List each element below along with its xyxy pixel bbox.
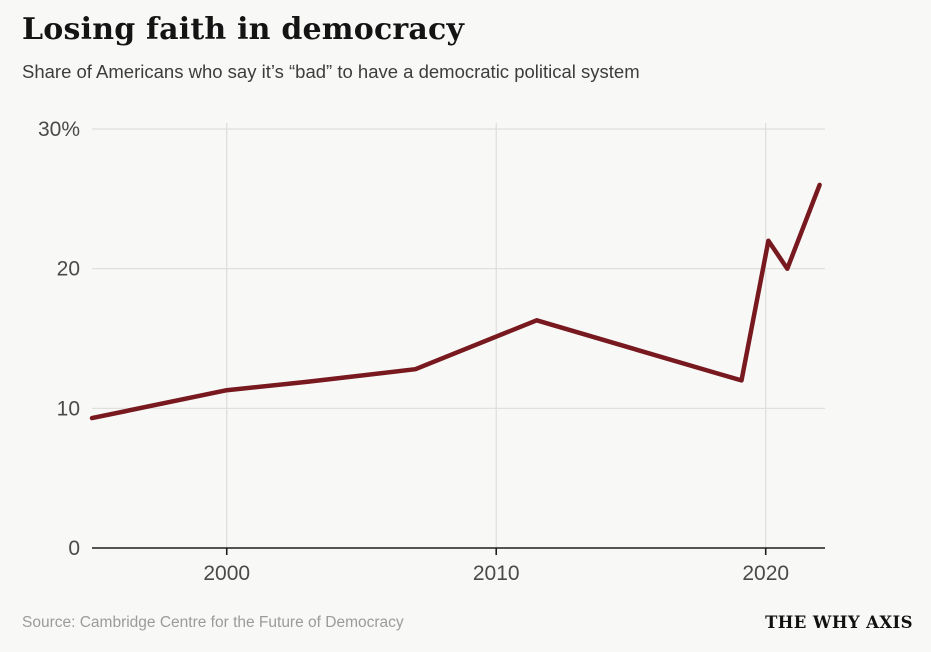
brand-logo: THE WHY AXIS (765, 613, 913, 632)
source-note: Source: Cambridge Centre for the Future … (22, 614, 404, 631)
data-line (89, 182, 822, 421)
x-tick-label: 2020 (742, 562, 789, 585)
y-tick-label: 10 (57, 397, 80, 420)
y-tick-label: 30% (38, 118, 80, 141)
x-tick-label: 2010 (473, 562, 520, 585)
x-tick-label: 2000 (203, 562, 250, 585)
y-tick-label: 20 (57, 258, 80, 281)
page-title: Losing faith in democracy (22, 12, 465, 47)
page-subtitle: Share of Americans who say it’s “bad” to… (22, 61, 640, 82)
y-tick-label: 0 (68, 537, 80, 560)
